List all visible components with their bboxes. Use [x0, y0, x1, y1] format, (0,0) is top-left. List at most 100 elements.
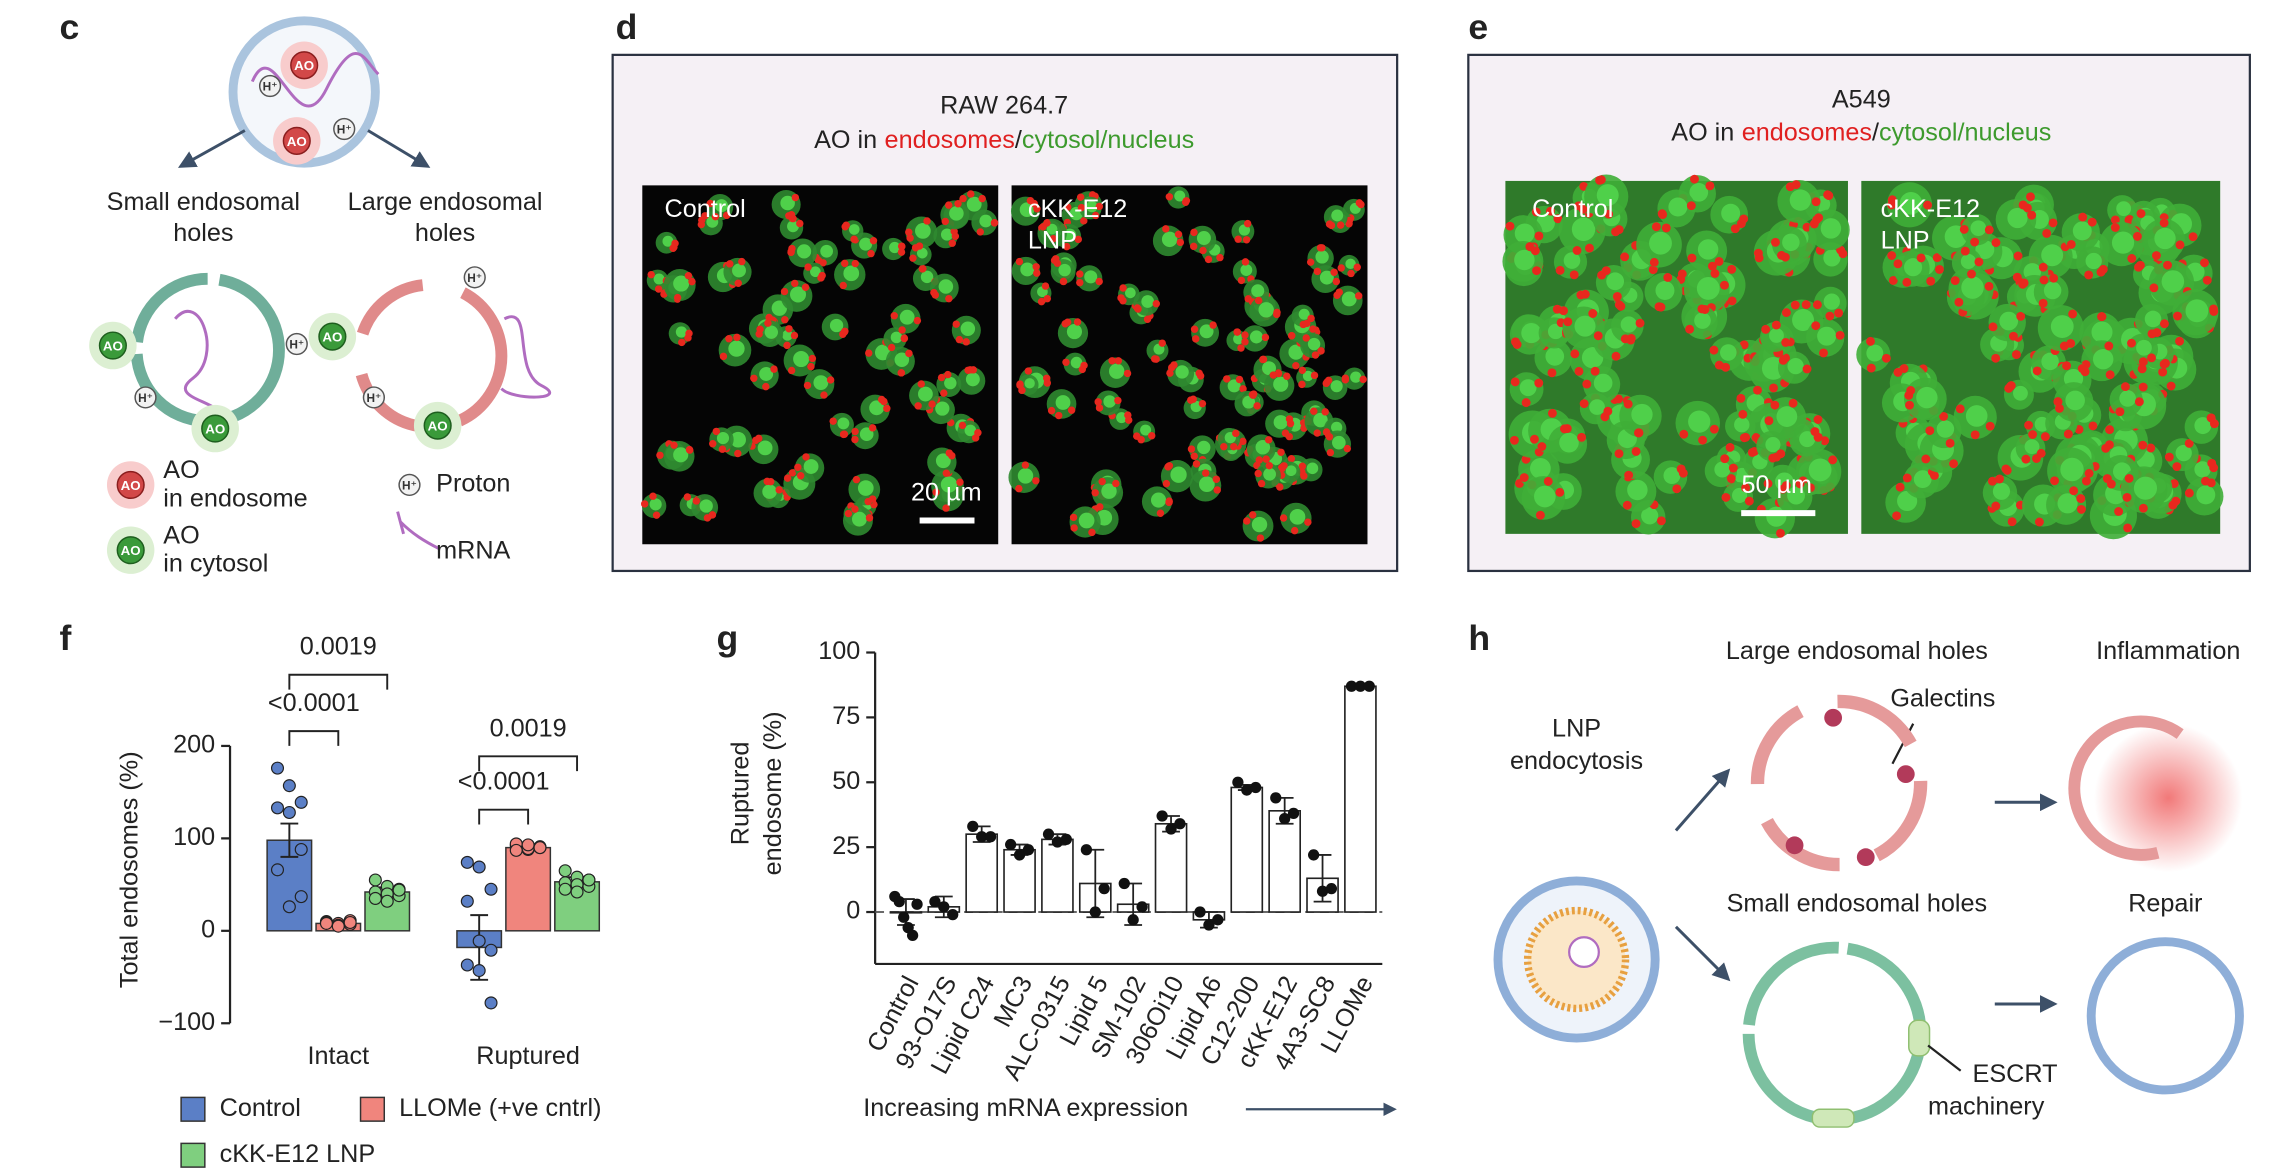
subtitle: AO in endosomes/cytosol/nucleus: [1671, 118, 2051, 146]
endosome-dot: [914, 402, 922, 410]
y-tick-label: 50: [832, 767, 860, 795]
endosome-dot: [978, 194, 986, 203]
ao: [201, 414, 230, 443]
endosome-dot: [1256, 534, 1265, 542]
nucleus: [1319, 270, 1334, 285]
endosome-dot: [697, 220, 706, 229]
endosome-dot: [2104, 440, 2114, 450]
proton: [134, 386, 157, 409]
endosome-dot: [1148, 431, 1156, 440]
nucleus: [1161, 231, 1178, 248]
endosome-dot: [2147, 329, 2157, 339]
endosome-dot: [1300, 472, 1308, 480]
endosome-dot: [1049, 235, 1057, 243]
data-point: [938, 901, 950, 913]
endosome-dot: [1656, 302, 1666, 312]
endosome-dot: [1067, 406, 1076, 414]
endosome-dot: [851, 427, 859, 436]
endosome-dot: [1321, 408, 1329, 416]
image-label: LNP: [1028, 226, 1077, 254]
endosome-dot: [785, 212, 793, 220]
nucleus: [732, 263, 746, 278]
bar: [1041, 838, 1074, 913]
nucleus: [2050, 315, 2074, 338]
endosome-dot: [1353, 263, 1361, 271]
legend-label: cKK-E12 LNP: [220, 1140, 376, 1168]
endosome-dot: [649, 492, 657, 500]
endosome-dot: [1287, 332, 1296, 340]
endosome-dot: [959, 194, 967, 203]
endosome-dot: [1921, 454, 1931, 464]
endosome-dot: [770, 365, 778, 373]
endosome-dot: [647, 270, 655, 279]
endosome-dot: [1939, 411, 1949, 421]
nucleus: [1689, 182, 1709, 202]
endosome-dot: [1190, 325, 1199, 333]
endosome-dot: [1802, 364, 1812, 374]
endosome-dot: [952, 320, 960, 328]
data-point: [294, 795, 308, 809]
endosome-dot: [1959, 224, 1969, 234]
endosome-dot: [1770, 237, 1780, 247]
endosome-dot: [905, 228, 913, 236]
endosome-dot: [1949, 459, 1959, 469]
endosome-dot: [1881, 353, 1891, 363]
inflammation-glow: [2094, 723, 2243, 872]
endosome-dot: [640, 500, 649, 508]
endosome-dot: [942, 504, 950, 512]
endosome-dot: [1593, 331, 1603, 341]
endosome-dot: [785, 325, 793, 333]
endosome-dot: [2006, 381, 2016, 391]
endosome-dot: [1076, 278, 1084, 287]
endosome-dot: [2021, 454, 2031, 464]
endosome-dot: [1069, 513, 1078, 522]
endosome-dot: [942, 469, 951, 477]
nucleus: [1306, 462, 1319, 475]
endosome-dot: [719, 352, 728, 361]
proton: [463, 266, 486, 289]
endosome-dot: [1967, 269, 1976, 279]
endosome-dot: [1298, 462, 1307, 470]
endosome-dot: [2039, 275, 2049, 285]
endosome-dot: [2138, 382, 2148, 392]
endosome-dot: [2027, 210, 2037, 220]
endosome-dot: [2038, 262, 2048, 272]
endosome-dot: [1162, 479, 1171, 488]
endosome-dot: [2024, 420, 2034, 430]
endosome-dot: [1753, 385, 1762, 395]
data-point: [1363, 680, 1375, 692]
data-point: [1194, 906, 1206, 918]
endosome-dot: [1162, 225, 1170, 233]
endosome-dot: [2054, 403, 2064, 413]
endosome-dot: [1710, 269, 1720, 278]
endosome-dot: [1112, 479, 1120, 488]
endosome-dot: [1015, 484, 1023, 493]
endosome-dot: [1290, 526, 1299, 535]
endosome-dot: [722, 211, 731, 220]
endosome-dot: [1791, 180, 1801, 190]
endosome-dot: [898, 326, 906, 334]
nucleus: [1345, 258, 1356, 270]
error-bar: [280, 822, 299, 858]
endosome-dot: [670, 441, 678, 449]
data-point: [484, 882, 498, 896]
endosome-dot: [1603, 406, 1613, 416]
endosome-dot: [1311, 351, 1320, 359]
data-point: [509, 843, 523, 857]
endosome-dot: [1532, 266, 1541, 276]
endosome-dot: [1165, 193, 1174, 201]
image-label: LNP: [1881, 226, 1930, 254]
image-label: cKK-E12: [1028, 195, 1127, 223]
endosome-dot: [1776, 528, 1785, 538]
endosome-dot: [1741, 432, 1751, 442]
endosome-dot: [2062, 361, 2072, 371]
endosome-dot: [1347, 269, 1355, 278]
endosome-dot: [1631, 446, 1641, 456]
data-point: [1241, 784, 1253, 796]
endosome-dot: [1984, 281, 1994, 291]
nucleus: [1307, 337, 1321, 351]
endosome-dot: [2098, 264, 2108, 274]
endosome-dot: [1736, 393, 1746, 403]
nucleus: [796, 244, 812, 259]
endosome-dot: [718, 445, 727, 453]
